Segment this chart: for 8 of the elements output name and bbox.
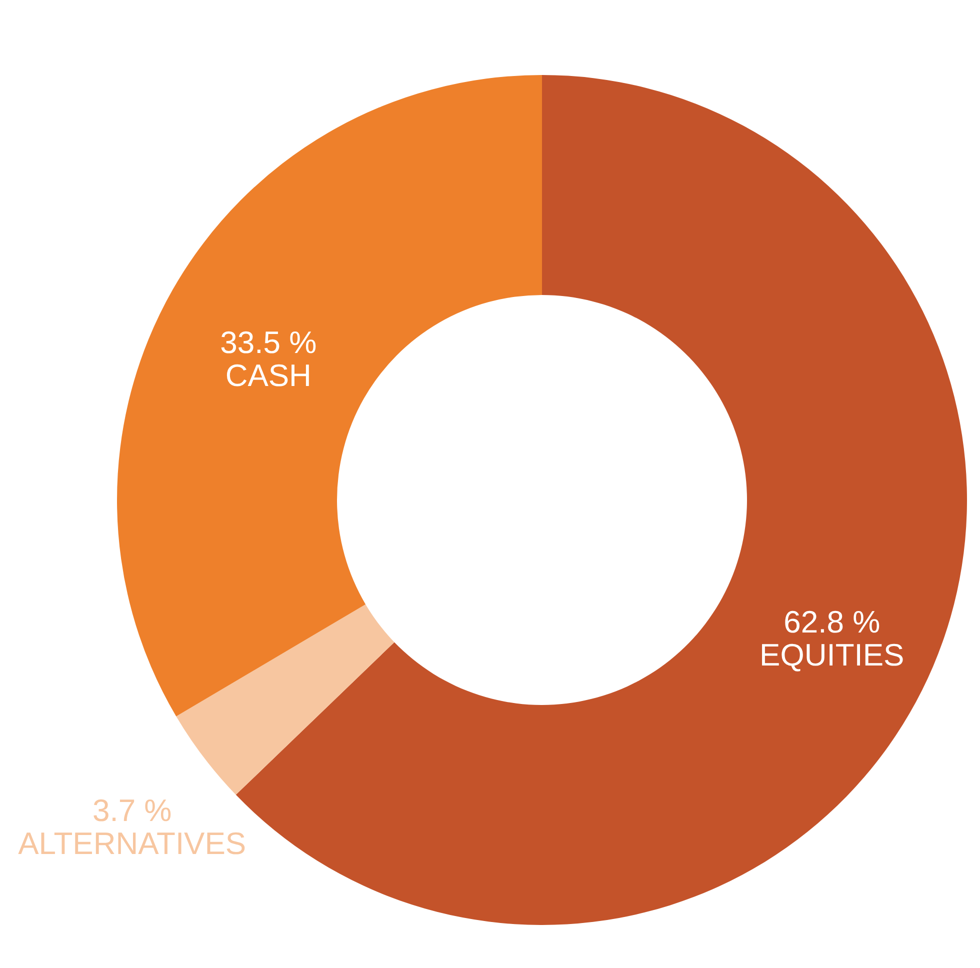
slice-label: CASH [225,358,312,393]
slice-label: ALTERNATIVES [18,826,246,861]
donut-slice [176,604,394,795]
data-label: 62.8 % [784,604,880,640]
data-label: 33.5 % [220,324,317,360]
donut-slice [117,75,542,716]
slice-label: EQUITIES [760,637,904,672]
data-label: 3.7 % [92,792,172,828]
